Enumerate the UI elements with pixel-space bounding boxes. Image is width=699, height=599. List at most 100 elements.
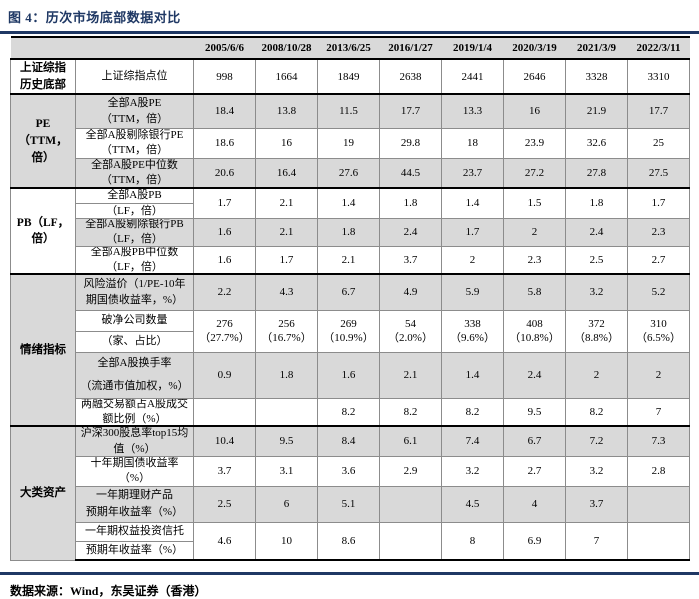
metric-label-line: 全部A股PE中位数 bbox=[91, 158, 178, 171]
metric-label: 一年期理财产品 预期年收益率（%） bbox=[75, 485, 194, 523]
value-cell: 3310 bbox=[627, 57, 690, 95]
value-cell: 2.4 bbox=[503, 351, 566, 399]
table-row: 一年期理财产品 预期年收益率（%） 2.5 6 5.1 4.5 4 3.7 bbox=[10, 485, 690, 523]
value-cell bbox=[379, 521, 442, 562]
value-cell: 11.5 bbox=[317, 93, 380, 129]
value-cell: 4.9 bbox=[379, 273, 442, 311]
value-cell: 408 （10.8%） bbox=[503, 309, 566, 353]
group-label-line: 历史底部 bbox=[20, 78, 66, 91]
group-label: 大类资产 bbox=[10, 425, 76, 561]
metric-label: 全部A股剔除银行PE （TTM，倍） bbox=[75, 127, 194, 159]
value-cell: 8 bbox=[441, 521, 504, 562]
value-cell: 8.4 bbox=[317, 425, 380, 457]
value-cell: 2.5 bbox=[565, 245, 628, 275]
metric-label-lines: 十年期国债收益率 （%） bbox=[77, 456, 193, 485]
value-cell: 3.1 bbox=[255, 455, 318, 487]
value-cell: 256 （16.7%） bbox=[255, 309, 318, 353]
value-cell: 18 bbox=[441, 127, 504, 159]
date-header: 2008/10/28 bbox=[255, 36, 318, 60]
value-cell: 6 bbox=[255, 485, 318, 523]
value-cell: 2 bbox=[503, 217, 566, 247]
group-label: 上证综指 历史底部 bbox=[10, 57, 76, 95]
value-cell: 16 bbox=[503, 93, 566, 129]
market-bottom-comparison-table: 2005/6/6 2008/10/28 2013/6/25 2016/1/27 2019… bbox=[10, 36, 690, 562]
value-cell: 3.7 bbox=[565, 485, 628, 523]
value-cell: 1.4 bbox=[317, 187, 380, 219]
metric-label-line: （LF，倍） bbox=[106, 233, 163, 246]
value-cell: 21.9 bbox=[565, 93, 628, 129]
value-cell: 1.7 bbox=[441, 217, 504, 247]
value-cell: 23.9 bbox=[503, 127, 566, 159]
value-cell: 19 bbox=[317, 127, 380, 159]
value-cell: 1.8 bbox=[255, 351, 318, 399]
value-cell: 1.6 bbox=[193, 217, 256, 247]
value-cell: 2.2 bbox=[193, 273, 256, 311]
metric-label-lines: 全部A股PB （LF，倍） bbox=[76, 190, 193, 218]
date-header: 2013/6/25 bbox=[317, 36, 380, 60]
metric-label-line: 沪深300股息率top15均 bbox=[80, 427, 189, 440]
figure-title: 图 4：历次市场底部数据对比 bbox=[8, 10, 181, 25]
value-cell: 3.2 bbox=[441, 455, 504, 487]
value-cell: 8.2 bbox=[379, 397, 442, 427]
value-cell: 20.6 bbox=[193, 157, 256, 189]
value-cell: 54 （2.0%） bbox=[379, 309, 442, 353]
value-cell: 1.4 bbox=[441, 187, 504, 219]
value-cell: 1849 bbox=[317, 57, 380, 95]
date-header: 2021/3/9 bbox=[565, 36, 628, 60]
metric-label: 全部A股PB （LF，倍） bbox=[75, 187, 194, 219]
value-cell: 1.4 bbox=[441, 351, 504, 399]
metric-label-line: 十年期国债收益率 bbox=[90, 456, 179, 469]
metric-label-line: 值（%） bbox=[113, 442, 156, 455]
value-cell: 1.7 bbox=[193, 187, 256, 219]
metric-label: 上证综指点位 bbox=[75, 57, 194, 95]
value-cell: 5.2 bbox=[627, 273, 690, 311]
value-cell: 18.6 bbox=[193, 127, 256, 159]
group-label-line: 倍） bbox=[31, 151, 55, 164]
value-cell: 27.5 bbox=[627, 157, 690, 189]
metric-label-line: 期国债收益率，%） bbox=[85, 293, 184, 306]
value-cell: 8.2 bbox=[317, 397, 380, 427]
value-cell: 6.7 bbox=[503, 425, 566, 457]
group-label: 情绪指标 bbox=[10, 273, 76, 427]
metric-label: 十年期国债收益率 （%） bbox=[75, 455, 194, 487]
value-cell: 4 bbox=[503, 485, 566, 523]
metric-label: 两融交易额占A股成交 额比例（%） bbox=[75, 397, 194, 427]
value-cell: 2.7 bbox=[503, 455, 566, 487]
value-cell: 338 （9.6%） bbox=[441, 309, 504, 353]
metric-label-line: 一年期理财产品 bbox=[96, 488, 173, 501]
metric-label-line: 全部A股剔除银行PE bbox=[85, 128, 184, 141]
value-cell: 44.5 bbox=[379, 157, 442, 189]
metric-label-line: （流通市值加权，%） bbox=[80, 379, 189, 392]
label-divider-line bbox=[76, 203, 193, 205]
metric-label-lines: 全部A股PB中位数 （LF，倍） bbox=[77, 247, 193, 273]
footer-rule bbox=[0, 572, 699, 576]
value-cell: 16 bbox=[255, 127, 318, 159]
value-cell: 2.1 bbox=[317, 245, 380, 275]
table-row: 全部A股PB中位数 （LF，倍） 1.6 1.7 2.1 3.7 2 2.3 2.5 2.7 bbox=[10, 245, 690, 275]
metric-label-line: （%） bbox=[118, 472, 151, 485]
value-cell: 4.6 bbox=[193, 521, 256, 562]
metric-label-lines: 全部A股PE （TTM，倍） bbox=[77, 96, 193, 127]
value-cell: 2 bbox=[627, 351, 690, 399]
metric-label-lines: 两融交易额占A股成交 额比例（%） bbox=[77, 399, 193, 425]
metric-label: 破净公司数量 （家、占比） bbox=[75, 309, 194, 353]
value-cell: 2.1 bbox=[255, 187, 318, 219]
metric-label-lines: 一年期理财产品 预期年收益率（%） bbox=[77, 487, 193, 521]
value-cell: 3.7 bbox=[193, 455, 256, 487]
metric-label: 风险溢价（1/PE-10年 期国债收益率，%） bbox=[75, 273, 194, 311]
value-cell: 2.3 bbox=[627, 217, 690, 247]
metric-label-lines: 沪深300股息率top15均 值（%） bbox=[77, 427, 193, 455]
metric-label-line: 上证综指点位 bbox=[101, 69, 168, 82]
value-cell: 2.1 bbox=[255, 217, 318, 247]
metric-label-lines: 全部A股PE中位数 （TTM，倍） bbox=[77, 158, 193, 187]
value-cell: 1.8 bbox=[317, 217, 380, 247]
value-cell: 7 bbox=[565, 521, 628, 562]
value-cell: 1.7 bbox=[255, 245, 318, 275]
metric-label: 沪深300股息率top15均 值（%） bbox=[75, 425, 194, 457]
value-cell: 3.6 bbox=[317, 455, 380, 487]
metric-label-line: （LF，倍） bbox=[106, 205, 163, 218]
table-row: 破净公司数量 （家、占比） 276 （27.7%） 256 （16.7%） 269 （1… bbox=[10, 309, 690, 353]
group-label-line: PE bbox=[35, 118, 51, 131]
value-cell: 2.7 bbox=[627, 245, 690, 275]
metric-label: 全部A股PB中位数 （LF，倍） bbox=[75, 245, 194, 275]
